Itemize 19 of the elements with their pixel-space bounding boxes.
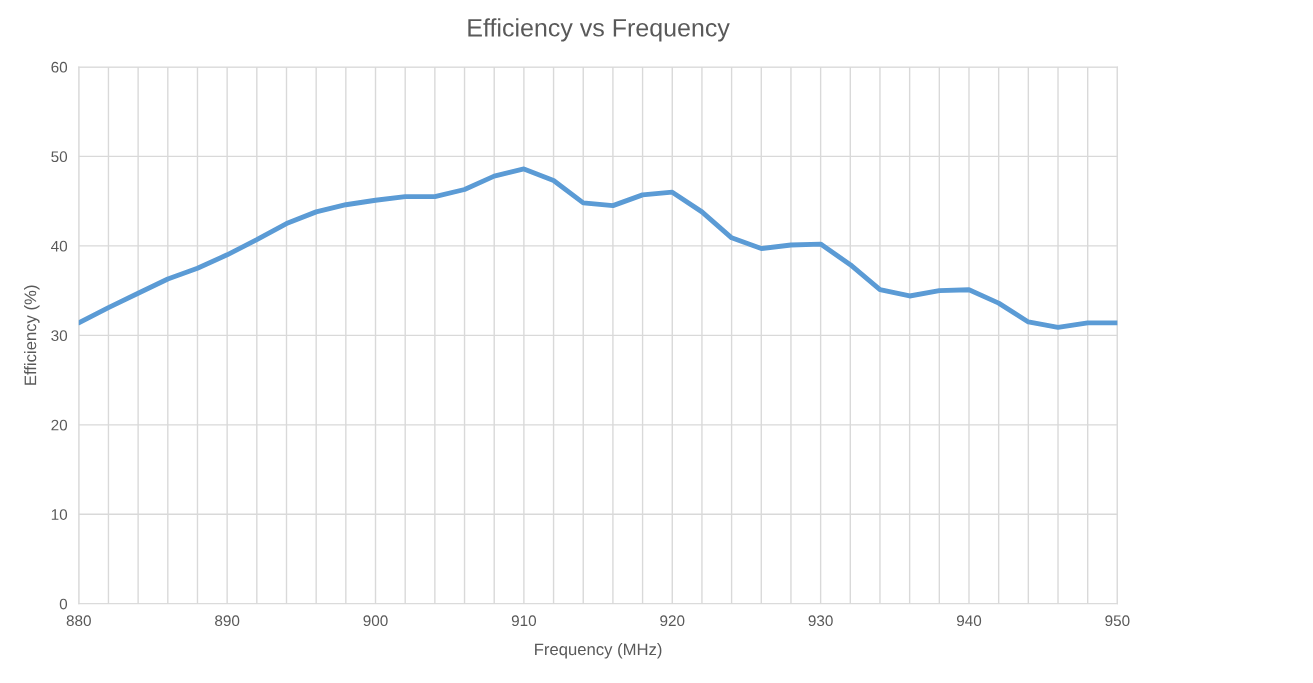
x-tick-label: 920 xyxy=(660,615,685,627)
x-tick-label: 910 xyxy=(511,615,537,627)
x-tick-label: 900 xyxy=(363,615,388,627)
y-tick-label: 60 xyxy=(51,61,68,73)
x-tick-label: 930 xyxy=(808,615,833,627)
x-tick-label: 940 xyxy=(956,615,982,627)
y-tick-label: 40 xyxy=(51,240,68,252)
y-tick-label: 50 xyxy=(51,151,68,163)
y-tick-label: 10 xyxy=(51,509,68,520)
y-tick-label: 20 xyxy=(51,419,68,431)
chart-title: Efficiency vs Frequency xyxy=(468,18,730,42)
x-axis-title: Frequency (MHz) xyxy=(535,643,662,659)
y-axis-title: Efficiency (%) xyxy=(24,285,40,385)
y-tick-label: 30 xyxy=(51,330,68,342)
x-tick-label: 880 xyxy=(66,615,91,627)
line-series xyxy=(78,166,1118,330)
y-tick-label: 0 xyxy=(59,598,68,610)
x-tick-label: 890 xyxy=(215,615,240,627)
x-tick-label: 950 xyxy=(1105,615,1130,627)
